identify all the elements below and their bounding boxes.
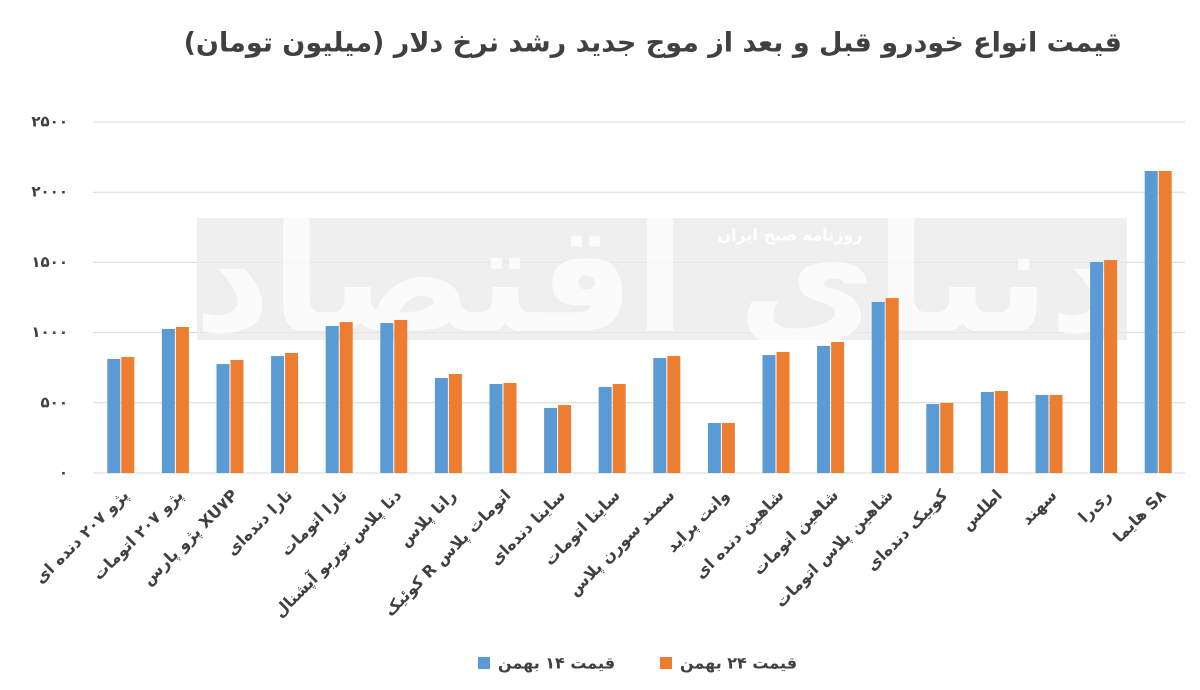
bar	[885, 298, 899, 473]
bar	[831, 342, 845, 473]
x-tick-label: پژو ۲۰۷ دنده ای	[30, 486, 133, 589]
bar	[285, 352, 299, 473]
bar	[612, 383, 626, 473]
bar	[817, 345, 831, 473]
bar	[216, 364, 230, 473]
watermark-band	[197, 218, 1127, 340]
bar	[721, 423, 735, 473]
bar	[926, 404, 940, 473]
y-tick-label: ۲۵۰۰	[31, 113, 68, 131]
bar	[271, 356, 285, 473]
bar	[230, 359, 244, 473]
y-tick-label: ۵۰۰	[41, 393, 68, 411]
bar	[762, 355, 776, 473]
x-tick-label: سهند	[1017, 486, 1060, 529]
x-tick-label: پژو پارس XU۷P	[138, 485, 242, 589]
bar	[175, 326, 189, 473]
legend-label: قیمت ۱۴ بهمن	[498, 654, 615, 673]
y-tick-label: ۲۰۰۰	[31, 183, 68, 201]
bar	[380, 323, 394, 473]
bar	[325, 326, 339, 473]
bar	[489, 383, 503, 473]
bar	[434, 377, 448, 473]
bar	[980, 391, 994, 473]
bar	[503, 383, 517, 473]
x-tick-label: ری‌را	[1074, 486, 1115, 527]
bar	[161, 328, 175, 473]
bar	[1049, 394, 1063, 473]
bar	[558, 405, 572, 473]
bar	[776, 351, 790, 473]
bar	[394, 319, 408, 473]
bar	[871, 301, 885, 473]
bar	[940, 402, 954, 473]
bar	[1035, 394, 1049, 473]
legend-swatch	[478, 657, 490, 669]
bar	[653, 358, 667, 473]
y-tick-label: ۰	[59, 464, 68, 482]
x-tick-label: هایما S۸	[1109, 485, 1170, 546]
bar	[1158, 170, 1172, 473]
x-tick-label: اطلس	[957, 486, 1006, 535]
y-tick-label: ۱۰۰۰	[31, 323, 68, 341]
bar	[994, 391, 1008, 473]
bar	[448, 374, 462, 473]
bar	[667, 356, 681, 473]
bar	[107, 358, 121, 473]
bar	[1090, 261, 1104, 473]
chart-title: قیمت انواع خودرو قبل و بعد از موج جدید ر…	[184, 28, 1122, 59]
bar	[1104, 260, 1118, 473]
legend-label: قیمت ۲۴ بهمن	[680, 654, 797, 673]
y-tick-label: ۱۵۰۰	[31, 253, 68, 271]
bar	[1144, 170, 1158, 473]
bar	[339, 322, 353, 473]
bar	[598, 386, 612, 473]
legend-swatch	[660, 657, 672, 669]
watermark-caption: روزنامه صبح ایران	[717, 226, 862, 245]
bar	[121, 357, 135, 473]
bar	[544, 407, 558, 473]
bar	[707, 423, 721, 473]
